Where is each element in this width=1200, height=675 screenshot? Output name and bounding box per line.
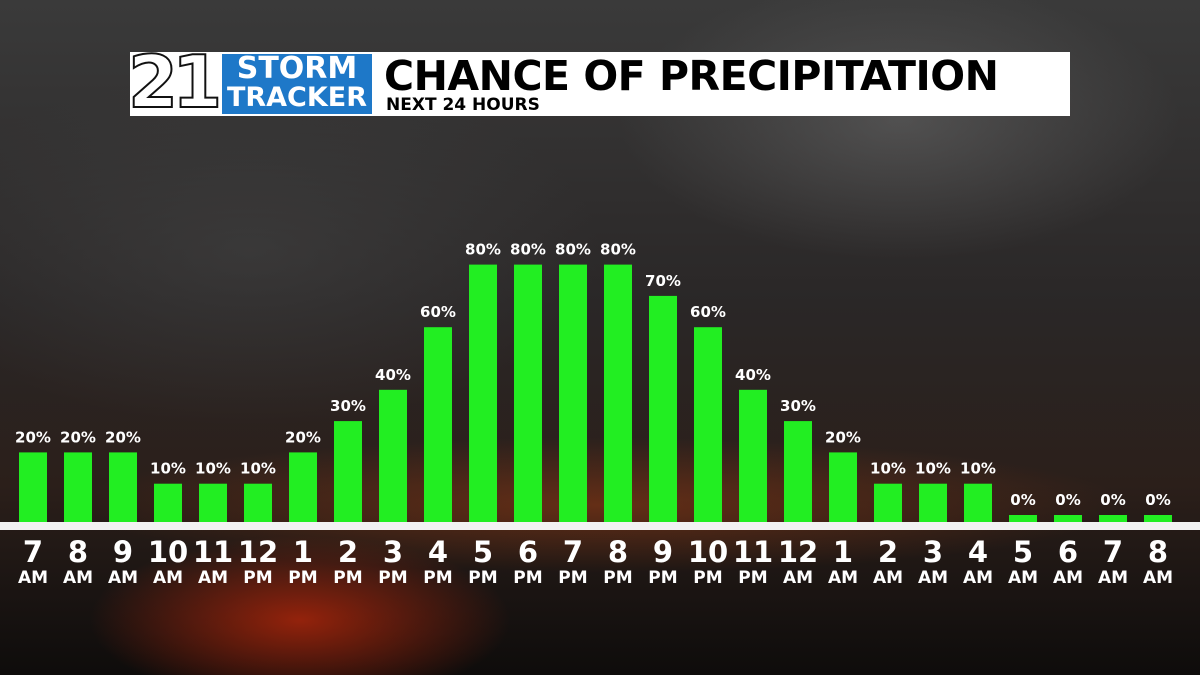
value-label: 40% — [375, 366, 411, 384]
bar — [1054, 515, 1082, 522]
x-tick-label: 1 AM — [827, 535, 859, 588]
x-tick-label: 7 PM — [558, 535, 588, 588]
x-tick-label: 3 PM — [378, 535, 408, 588]
x-tick-label: 2 PM — [333, 535, 363, 588]
x-tick-label: 8 PM — [603, 535, 633, 588]
bar — [334, 421, 362, 522]
x-tick-label: 11 AM — [192, 535, 234, 588]
bar — [739, 389, 767, 522]
value-label: 20% — [15, 428, 51, 446]
logo-line2: TRACKER — [226, 82, 368, 113]
bar — [784, 421, 812, 522]
x-tick-label: 6 PM — [513, 535, 543, 588]
logo-box — [222, 54, 372, 114]
chart-title: CHANCE OF PRECIPITATION — [384, 52, 999, 100]
value-label: 60% — [690, 303, 726, 321]
bar — [244, 483, 272, 522]
bar — [649, 295, 677, 522]
x-tick-label: 6 AM — [1052, 535, 1084, 588]
value-label: 80% — [555, 241, 591, 259]
bar — [64, 452, 92, 522]
x-tick-label: 9 AM — [107, 535, 139, 588]
chart-subtitle: NEXT 24 HOURS — [386, 95, 540, 115]
bar — [964, 483, 992, 522]
x-tick-label: 7 AM — [17, 535, 49, 588]
x-tick-label: 9 PM — [648, 535, 678, 588]
x-tick-label: 7 AM — [1097, 535, 1129, 588]
x-tick-label: 8 AM — [62, 535, 94, 588]
bar — [1009, 515, 1037, 522]
value-label: 20% — [60, 428, 96, 446]
logo-line1: STORM — [236, 51, 358, 86]
value-label: 10% — [960, 460, 996, 478]
value-label: 80% — [510, 241, 546, 259]
x-tick-label: 12 AM — [777, 535, 819, 588]
x-tick-label: 10 AM — [147, 535, 189, 588]
value-label: 60% — [420, 303, 456, 321]
logo-number: 21 — [127, 40, 223, 124]
value-label: 0% — [1055, 491, 1080, 509]
value-label: 80% — [465, 241, 501, 259]
bar — [109, 452, 137, 522]
x-tick-label: 1 PM — [288, 535, 318, 588]
value-label: 40% — [735, 366, 771, 384]
value-label: 30% — [780, 397, 816, 415]
bar — [1099, 515, 1127, 522]
value-label: 10% — [915, 460, 951, 478]
bar — [514, 264, 542, 522]
bar — [604, 264, 632, 522]
bar — [379, 389, 407, 522]
bar — [829, 452, 857, 522]
bar — [919, 483, 947, 522]
x-tick-label: 11 PM — [732, 535, 774, 588]
bar — [694, 327, 722, 522]
bar — [154, 483, 182, 522]
value-label: 20% — [285, 428, 321, 446]
value-label: 0% — [1100, 491, 1125, 509]
value-label: 20% — [105, 428, 141, 446]
value-label: 30% — [330, 397, 366, 415]
bar — [19, 452, 47, 522]
x-tick-label: 8 AM — [1142, 535, 1174, 588]
value-label: 80% — [600, 241, 636, 259]
bar — [289, 452, 317, 522]
x-tick-label: 5 PM — [468, 535, 498, 588]
x-tick-label: 2 AM — [872, 535, 904, 588]
x-tick-label: 5 AM — [1007, 535, 1039, 588]
value-label: 70% — [645, 272, 681, 290]
value-label: 10% — [870, 460, 906, 478]
bar — [469, 264, 497, 522]
x-tick-label: 3 AM — [917, 535, 949, 588]
x-tick-label: 4 PM — [423, 535, 453, 588]
value-label: 20% — [825, 428, 861, 446]
value-label: 10% — [195, 460, 231, 478]
value-label: 10% — [150, 460, 186, 478]
x-tick-label: 4 AM — [962, 535, 994, 588]
x-tick-label: 10 PM — [687, 535, 729, 588]
bar — [559, 264, 587, 522]
value-label: 10% — [240, 460, 276, 478]
x-tick-label: 12 PM — [237, 535, 279, 588]
bar — [1144, 515, 1172, 522]
baseline — [0, 522, 1200, 530]
value-label: 0% — [1010, 491, 1035, 509]
bar — [874, 483, 902, 522]
bar — [424, 327, 452, 522]
bar — [199, 483, 227, 522]
value-label: 0% — [1145, 491, 1170, 509]
